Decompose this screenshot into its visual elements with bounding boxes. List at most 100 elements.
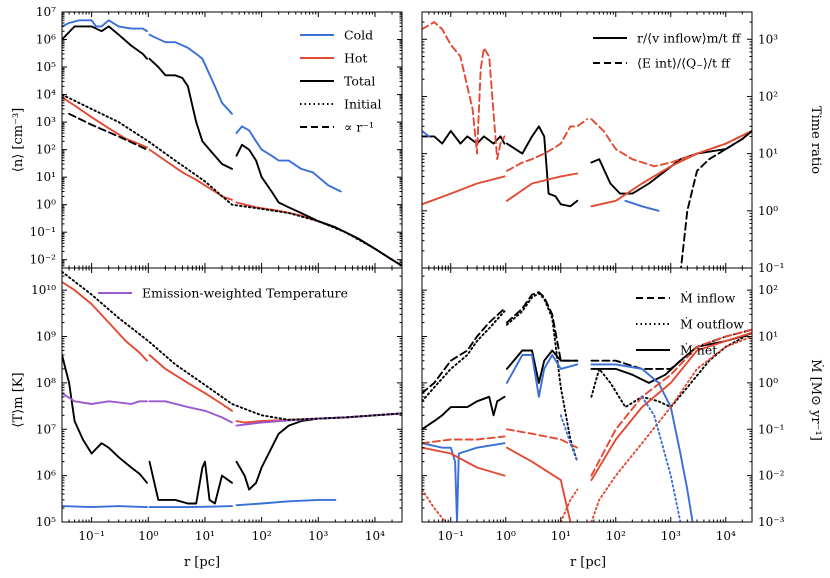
series-cold-segment-1	[148, 33, 233, 115]
y-tick-label: 10⁷	[36, 422, 56, 436]
series-total-segment-2	[235, 143, 402, 267]
x-tick-label: 10⁴	[365, 529, 385, 543]
series-outflow-total-segment-0	[422, 310, 506, 403]
y-tick-label: 10⁻²	[758, 469, 785, 483]
x-tick-label: 10³	[661, 529, 681, 543]
y-tick-label: 10⁻¹	[758, 422, 784, 436]
series-hot-segment-0	[62, 96, 148, 149]
x-tick-label: 10⁰	[138, 529, 158, 543]
y-axis-label-temperature: ⟨T⟩m [K]	[11, 372, 26, 427]
y-tick-label: 10⁹	[36, 330, 56, 344]
legend-label-hot: Hot	[344, 51, 367, 66]
series-cold-segment-2	[235, 498, 337, 507]
series-total-segment-2	[235, 412, 402, 491]
axes-frame	[421, 267, 753, 523]
series-hot-segment-1	[148, 354, 233, 412]
series-initial-segment-0	[62, 93, 402, 267]
series-cooling-time-ratio-hot-segment-0	[422, 21, 506, 161]
series-outflow-cold-segment-1	[641, 395, 682, 522]
x-tick-label: 10³	[308, 529, 328, 543]
series-net-cold-segment-2	[590, 363, 694, 522]
series-inflow-hot-segment-1	[505, 428, 579, 449]
series-hot-segment-0	[62, 281, 148, 362]
series-cooling-time-ratio-hot-segment-2	[590, 118, 752, 168]
legend-label-net: Ṁ net	[680, 343, 717, 358]
y-tick-label: 10²	[758, 89, 778, 103]
series-net-cold-segment-0	[422, 442, 506, 522]
y-tick-label: 10⁻¹	[30, 225, 56, 239]
series-outflow-hot-segment-0	[422, 488, 447, 522]
axes-frame	[61, 267, 403, 523]
series-group	[422, 21, 752, 268]
x-tick-label: 10¹	[551, 529, 571, 543]
series-total-segment-0	[62, 25, 148, 60]
x-tick-label: 10⁰	[496, 529, 516, 543]
x-tick-label: 10²	[252, 529, 272, 543]
series-net-total-segment-0	[422, 395, 506, 431]
series-inflow-total-segment-1	[505, 291, 579, 362]
y-tick-label: 10⁵	[36, 60, 56, 74]
y-axis-label-density: ⟨n⟩ [cm⁻³]	[11, 108, 26, 172]
legend-label-initial: Initial	[344, 97, 381, 112]
series-inflow-time-ratio-total-segment-0	[422, 129, 506, 145]
series-cooling-time-ratio-total-segment-0	[680, 129, 752, 268]
series-group	[62, 19, 402, 267]
x-tick-label: 10⁻¹	[78, 529, 104, 543]
y-tick-label: 10⁷	[36, 5, 56, 19]
legend-label-inflow: Ṁ inflow	[680, 291, 736, 306]
legend-density: Cold Hot Total Initial ∝ r⁻¹	[300, 28, 381, 135]
y-tick-label: 10⁰	[758, 204, 778, 218]
series-cold-segment-1	[148, 505, 233, 509]
x-tick-label: 10⁴	[716, 529, 736, 543]
y-tick-label: 10²	[758, 283, 778, 297]
x-tick-label: 10¹	[195, 529, 215, 543]
y-tick-label: 10⁶	[36, 33, 56, 47]
series-inflow-time-ratio-total-segment-1	[505, 125, 579, 208]
y-tick-label: 10²	[36, 143, 56, 157]
series-group	[62, 270, 402, 509]
series-inflow-time-ratio-hot-segment-1	[505, 172, 579, 202]
series-inflow-hot-segment-0	[422, 435, 506, 445]
legend-label-r-v-inflow-m-t-ff: r/⟨v inflow⟩m/t ff	[637, 31, 742, 46]
y-tick-label: 10⁰	[758, 376, 778, 390]
y-tick-label: 10⁶	[36, 469, 56, 483]
y-tick-label: 10¹	[758, 147, 778, 161]
legend-label-outflow: Ṁ outflow	[680, 317, 744, 332]
series-r-segment-0	[68, 112, 148, 151]
y-axis-label-mass-flow: Ṁ [M⊙ yr⁻¹]	[808, 359, 825, 441]
panel-temperature: 10⁻¹ 10⁰ 10¹ 10² 10³ 10⁴ 10⁵ 10⁶ 10⁷ 10⁸ 10⁹ 10¹⁰ Em…	[31, 267, 403, 543]
y-tick-label: 10⁰	[36, 198, 56, 212]
series-hot-segment-2	[235, 201, 402, 267]
series-net-total-segment-1	[505, 349, 579, 384]
legend-time-ratio: r/⟨v inflow⟩m/t ff ⟨E int⟩/⟨Q₋⟩/t ff	[593, 31, 742, 71]
x-axis-label-left: r [pc]	[184, 555, 220, 570]
y-tick-label: 10³	[758, 32, 778, 46]
y-tick-label: 10³	[36, 115, 56, 129]
series-net-hot-segment-2	[590, 331, 752, 482]
series-group	[422, 291, 752, 522]
y-axis-label-time-ratio: Time ratio	[808, 106, 823, 174]
series-initial-segment-0	[62, 270, 402, 421]
series-cold-segment-0	[62, 505, 148, 509]
series-outflow-cold-segment-0	[559, 414, 579, 463]
series-emission-weighted-temperature-segment-1	[148, 400, 233, 424]
series-hot-segment-1	[148, 148, 233, 201]
panel-mass-inflow: 10⁻¹ 10⁰ 10¹ 10² 10³ 10⁴ 10⁻³ 10⁻² 10⁻¹ 10⁰ 10¹ 10²…	[421, 267, 785, 543]
series-net-hot-segment-1	[505, 446, 572, 522]
series-net-cold-segment-1	[505, 354, 579, 398]
series-cooling-time-ratio-hot-segment-1	[505, 118, 588, 172]
y-tick-label: 10⁻²	[30, 253, 57, 267]
series-inflow-time-ratio-cold-segment-1	[624, 199, 660, 212]
x-tick-label: 10⁻¹	[438, 529, 464, 543]
y-tick-label: 10¹	[36, 170, 56, 184]
series-emission-weighted-temperature-segment-0	[62, 392, 148, 405]
series-net-hot-segment-0	[422, 446, 506, 477]
series-cold-segment-2	[235, 125, 342, 193]
panel-density: 10⁻² 10⁻¹ 10⁰ 10¹ 10² 10³ 10⁴ 10⁵ 10⁶ 10⁷ Cold Hot T…	[30, 5, 403, 269]
y-tick-label: 10⁸	[36, 376, 56, 390]
series-inflow-total-segment-0	[422, 307, 506, 395]
y-tick-label: 10⁻³	[758, 515, 785, 529]
series-inflow-time-ratio-hot-segment-0	[422, 175, 506, 206]
legend-temperature: Emission-weighted Temperature	[98, 286, 348, 301]
y-tick-label: 10⁵	[36, 515, 56, 529]
